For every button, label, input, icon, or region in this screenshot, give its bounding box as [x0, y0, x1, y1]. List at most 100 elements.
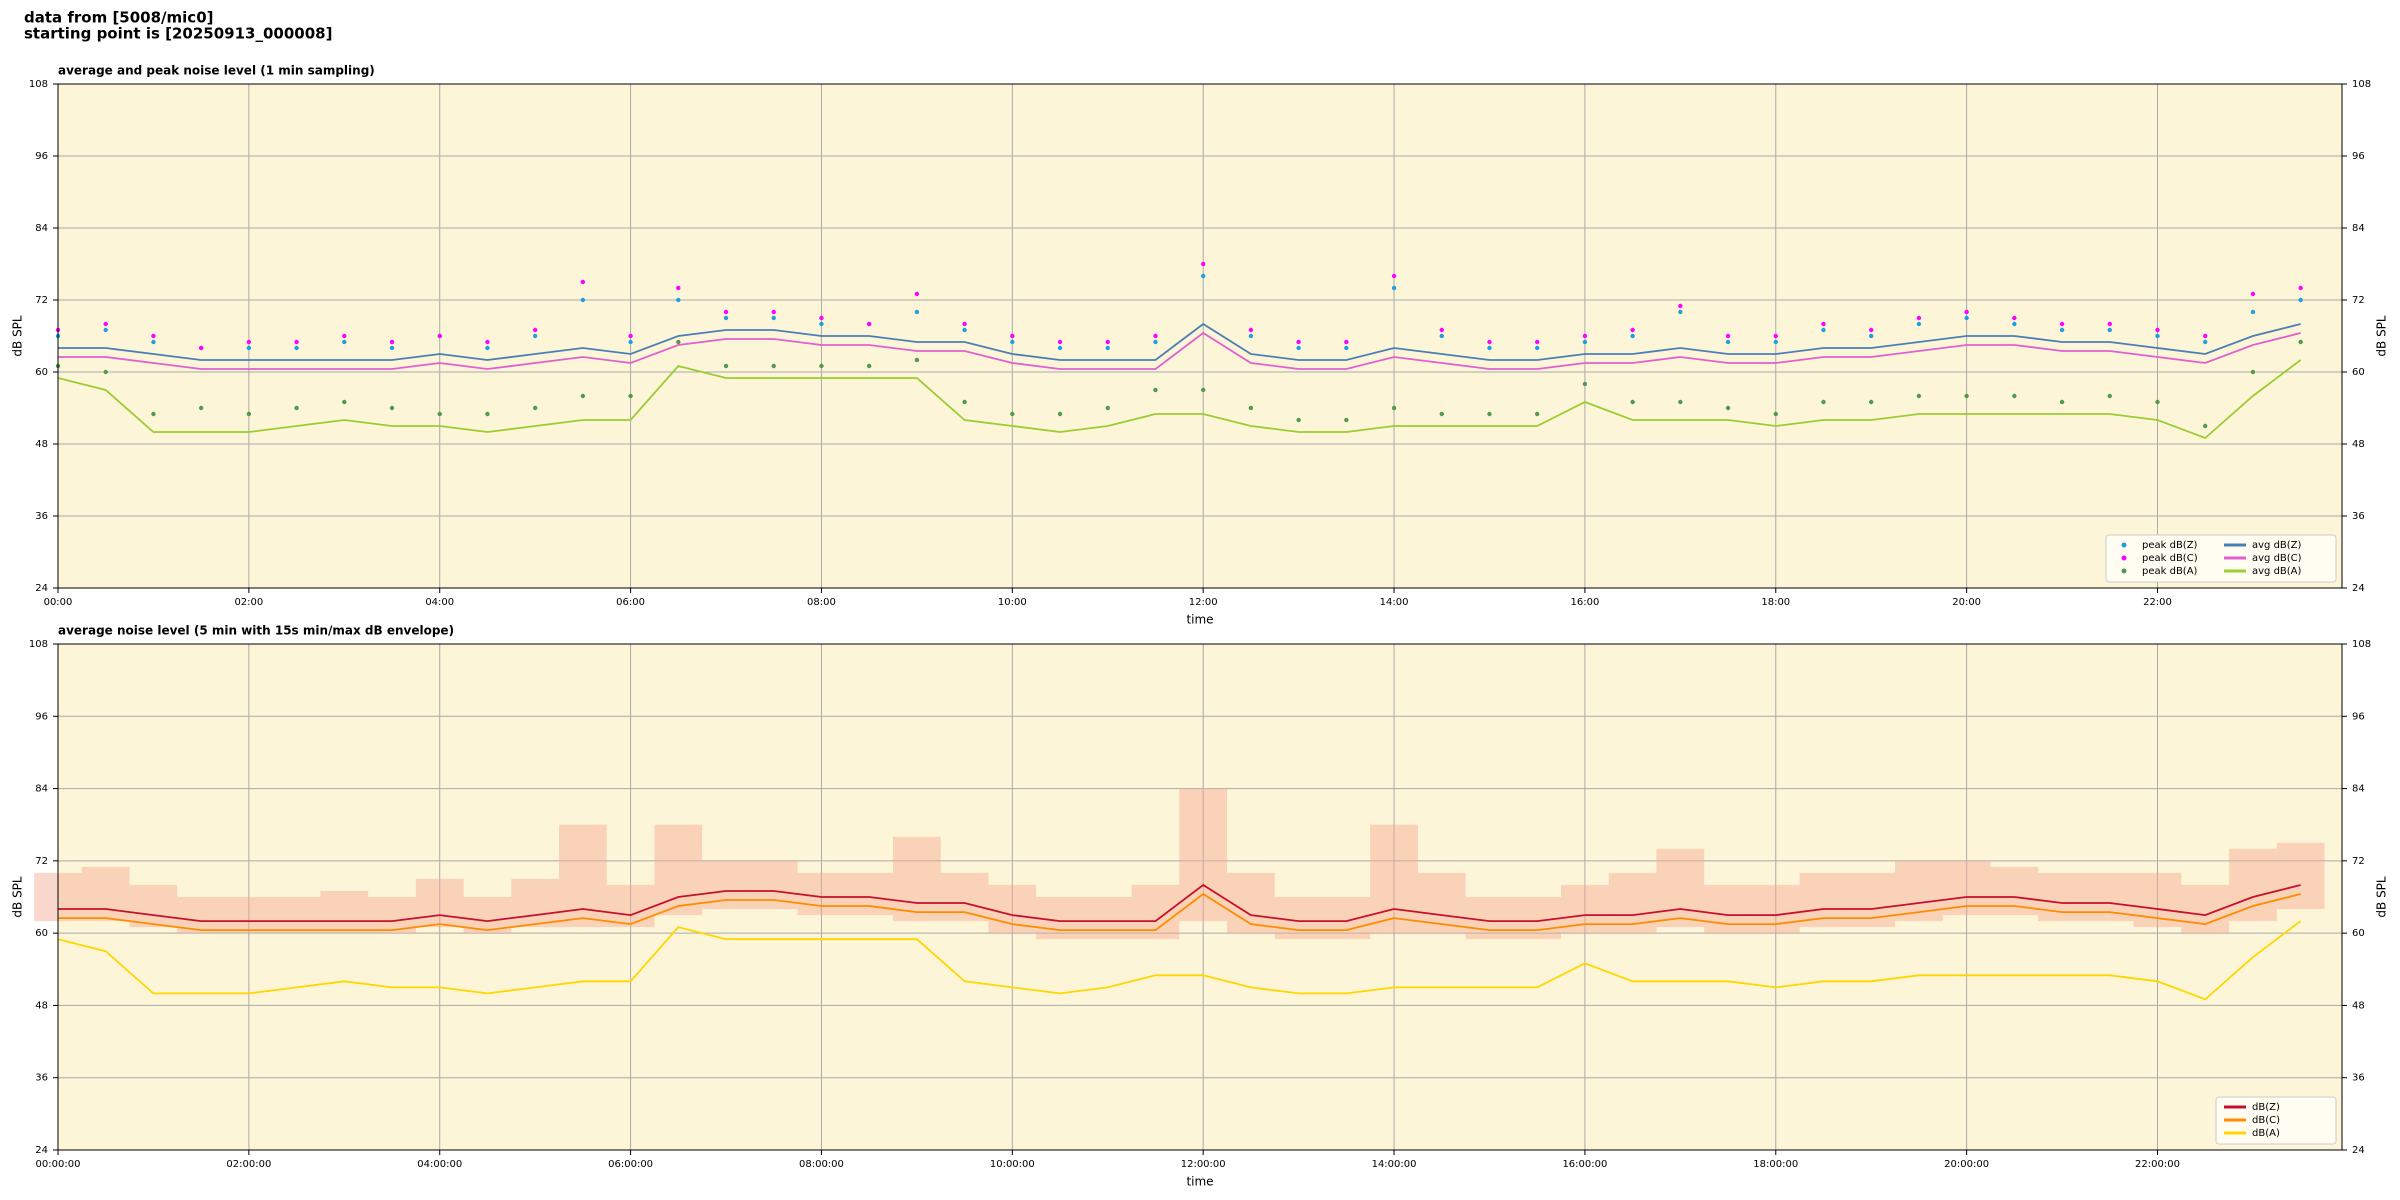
peak-point	[246, 345, 252, 351]
envelope-band	[463, 897, 512, 934]
peak-point	[1344, 339, 1349, 345]
envelope-band	[940, 872, 989, 922]
peak-point	[2107, 321, 2112, 327]
peak-point	[1630, 327, 1635, 333]
peak-point	[103, 327, 108, 333]
peak-point	[2250, 291, 2256, 297]
peak-point	[1296, 345, 1301, 351]
y-tick-label: 84	[2352, 223, 2365, 234]
peak-point	[1678, 303, 1683, 309]
peak-point	[389, 339, 395, 345]
peak-point	[389, 405, 395, 411]
peak-point	[1057, 345, 1063, 351]
peak-point	[1105, 345, 1110, 351]
legend-label: dB(Z)	[2252, 1102, 2280, 1113]
x-tick-label: 02:00	[234, 597, 263, 608]
peak-point	[2012, 321, 2017, 327]
peak-point	[1916, 393, 1922, 399]
y-tick-label: 96	[2352, 711, 2365, 722]
peak-point	[1821, 321, 1826, 327]
peak-point	[2012, 393, 2017, 399]
peak-point	[1869, 399, 1874, 405]
peak-point	[1582, 381, 1588, 387]
peak-point	[532, 405, 538, 411]
y-tick-label: 60	[2352, 367, 2365, 378]
peak-point	[1821, 399, 1826, 405]
peak-point	[1534, 345, 1540, 351]
peak-point	[962, 321, 967, 327]
legend-swatch	[2121, 542, 2127, 548]
peak-point	[771, 363, 776, 369]
envelope-band	[1274, 897, 1323, 940]
envelope-band	[559, 824, 607, 928]
y-tick-label: 108	[29, 79, 48, 90]
y-tick-label: 72	[35, 856, 48, 867]
peak-point	[2155, 333, 2160, 339]
peak-point	[676, 285, 681, 291]
envelope-band	[1370, 824, 1418, 934]
legend-label: avg dB(C)	[2252, 553, 2302, 564]
y-tick-label: 48	[2352, 1000, 2365, 1011]
peak-point	[771, 309, 776, 315]
envelope-band	[177, 897, 226, 934]
peak-point	[1391, 285, 1397, 291]
legend-swatch	[2121, 568, 2127, 574]
y-tick-label: 48	[35, 1000, 48, 1011]
y-tick-label: 72	[2352, 295, 2365, 306]
peak-point	[1153, 387, 1158, 393]
peak-point	[1869, 333, 1874, 339]
y-tick-label: 84	[35, 223, 48, 234]
peak-point	[1248, 333, 1254, 339]
envelope-band	[1322, 897, 1371, 940]
peak-point	[1439, 333, 1444, 339]
peak-point	[962, 327, 967, 333]
x-tick-label: 00:00:00	[36, 1159, 81, 1170]
envelope-band	[1417, 872, 1466, 934]
peak-point	[151, 339, 156, 345]
peak-point	[532, 327, 538, 333]
plot-frame	[57, 83, 2343, 589]
chart-title: average noise level (5 min with 15s min/…	[58, 624, 454, 638]
peak-point	[628, 393, 633, 399]
peak-point	[1200, 387, 1206, 393]
x-tick-label: 04:00	[425, 597, 454, 608]
x-tick-label: 18:00:00	[1753, 1159, 1798, 1170]
envelope-band	[368, 897, 416, 934]
x-axis-label: time	[1186, 1175, 1213, 1189]
peak-point	[723, 315, 729, 321]
envelope-band	[511, 878, 560, 928]
envelope-band	[2085, 872, 2134, 922]
y-tick-label: 24	[35, 1145, 48, 1156]
peak-point	[2298, 339, 2303, 345]
peak-point	[1296, 339, 1301, 345]
peak-point	[103, 369, 108, 375]
peak-point	[1391, 273, 1397, 279]
peak-point	[1534, 411, 1540, 417]
x-tick-label: 22:00:00	[2135, 1159, 2180, 1170]
series-line	[57, 920, 2302, 1001]
y-axis-label: dB SPL	[2375, 315, 2389, 357]
peak-point	[2107, 327, 2112, 333]
peak-point	[1200, 261, 1206, 267]
peak-point	[1010, 333, 1015, 339]
peak-point	[2059, 327, 2065, 333]
peak-point	[1248, 327, 1254, 333]
peak-point	[2059, 321, 2065, 327]
peak-point	[294, 339, 299, 345]
peak-point	[1344, 345, 1349, 351]
peak-point	[1057, 339, 1063, 345]
peak-point	[2298, 297, 2303, 303]
envelope-band	[749, 860, 798, 910]
x-tick-label: 12:00	[1189, 597, 1218, 608]
envelope-band	[1131, 884, 1180, 940]
envelope-band	[1751, 884, 1800, 934]
y-tick-label: 108	[2352, 79, 2371, 90]
x-tick-label: 12:00:00	[1181, 1159, 1226, 1170]
peak-point	[198, 345, 204, 351]
peak-point	[1869, 327, 1874, 333]
legend-label: dB(A)	[2252, 1128, 2280, 1139]
series-line	[58, 322, 2301, 361]
series-line	[58, 331, 2301, 370]
y-tick-label: 60	[35, 928, 48, 939]
peak-point	[628, 339, 633, 345]
